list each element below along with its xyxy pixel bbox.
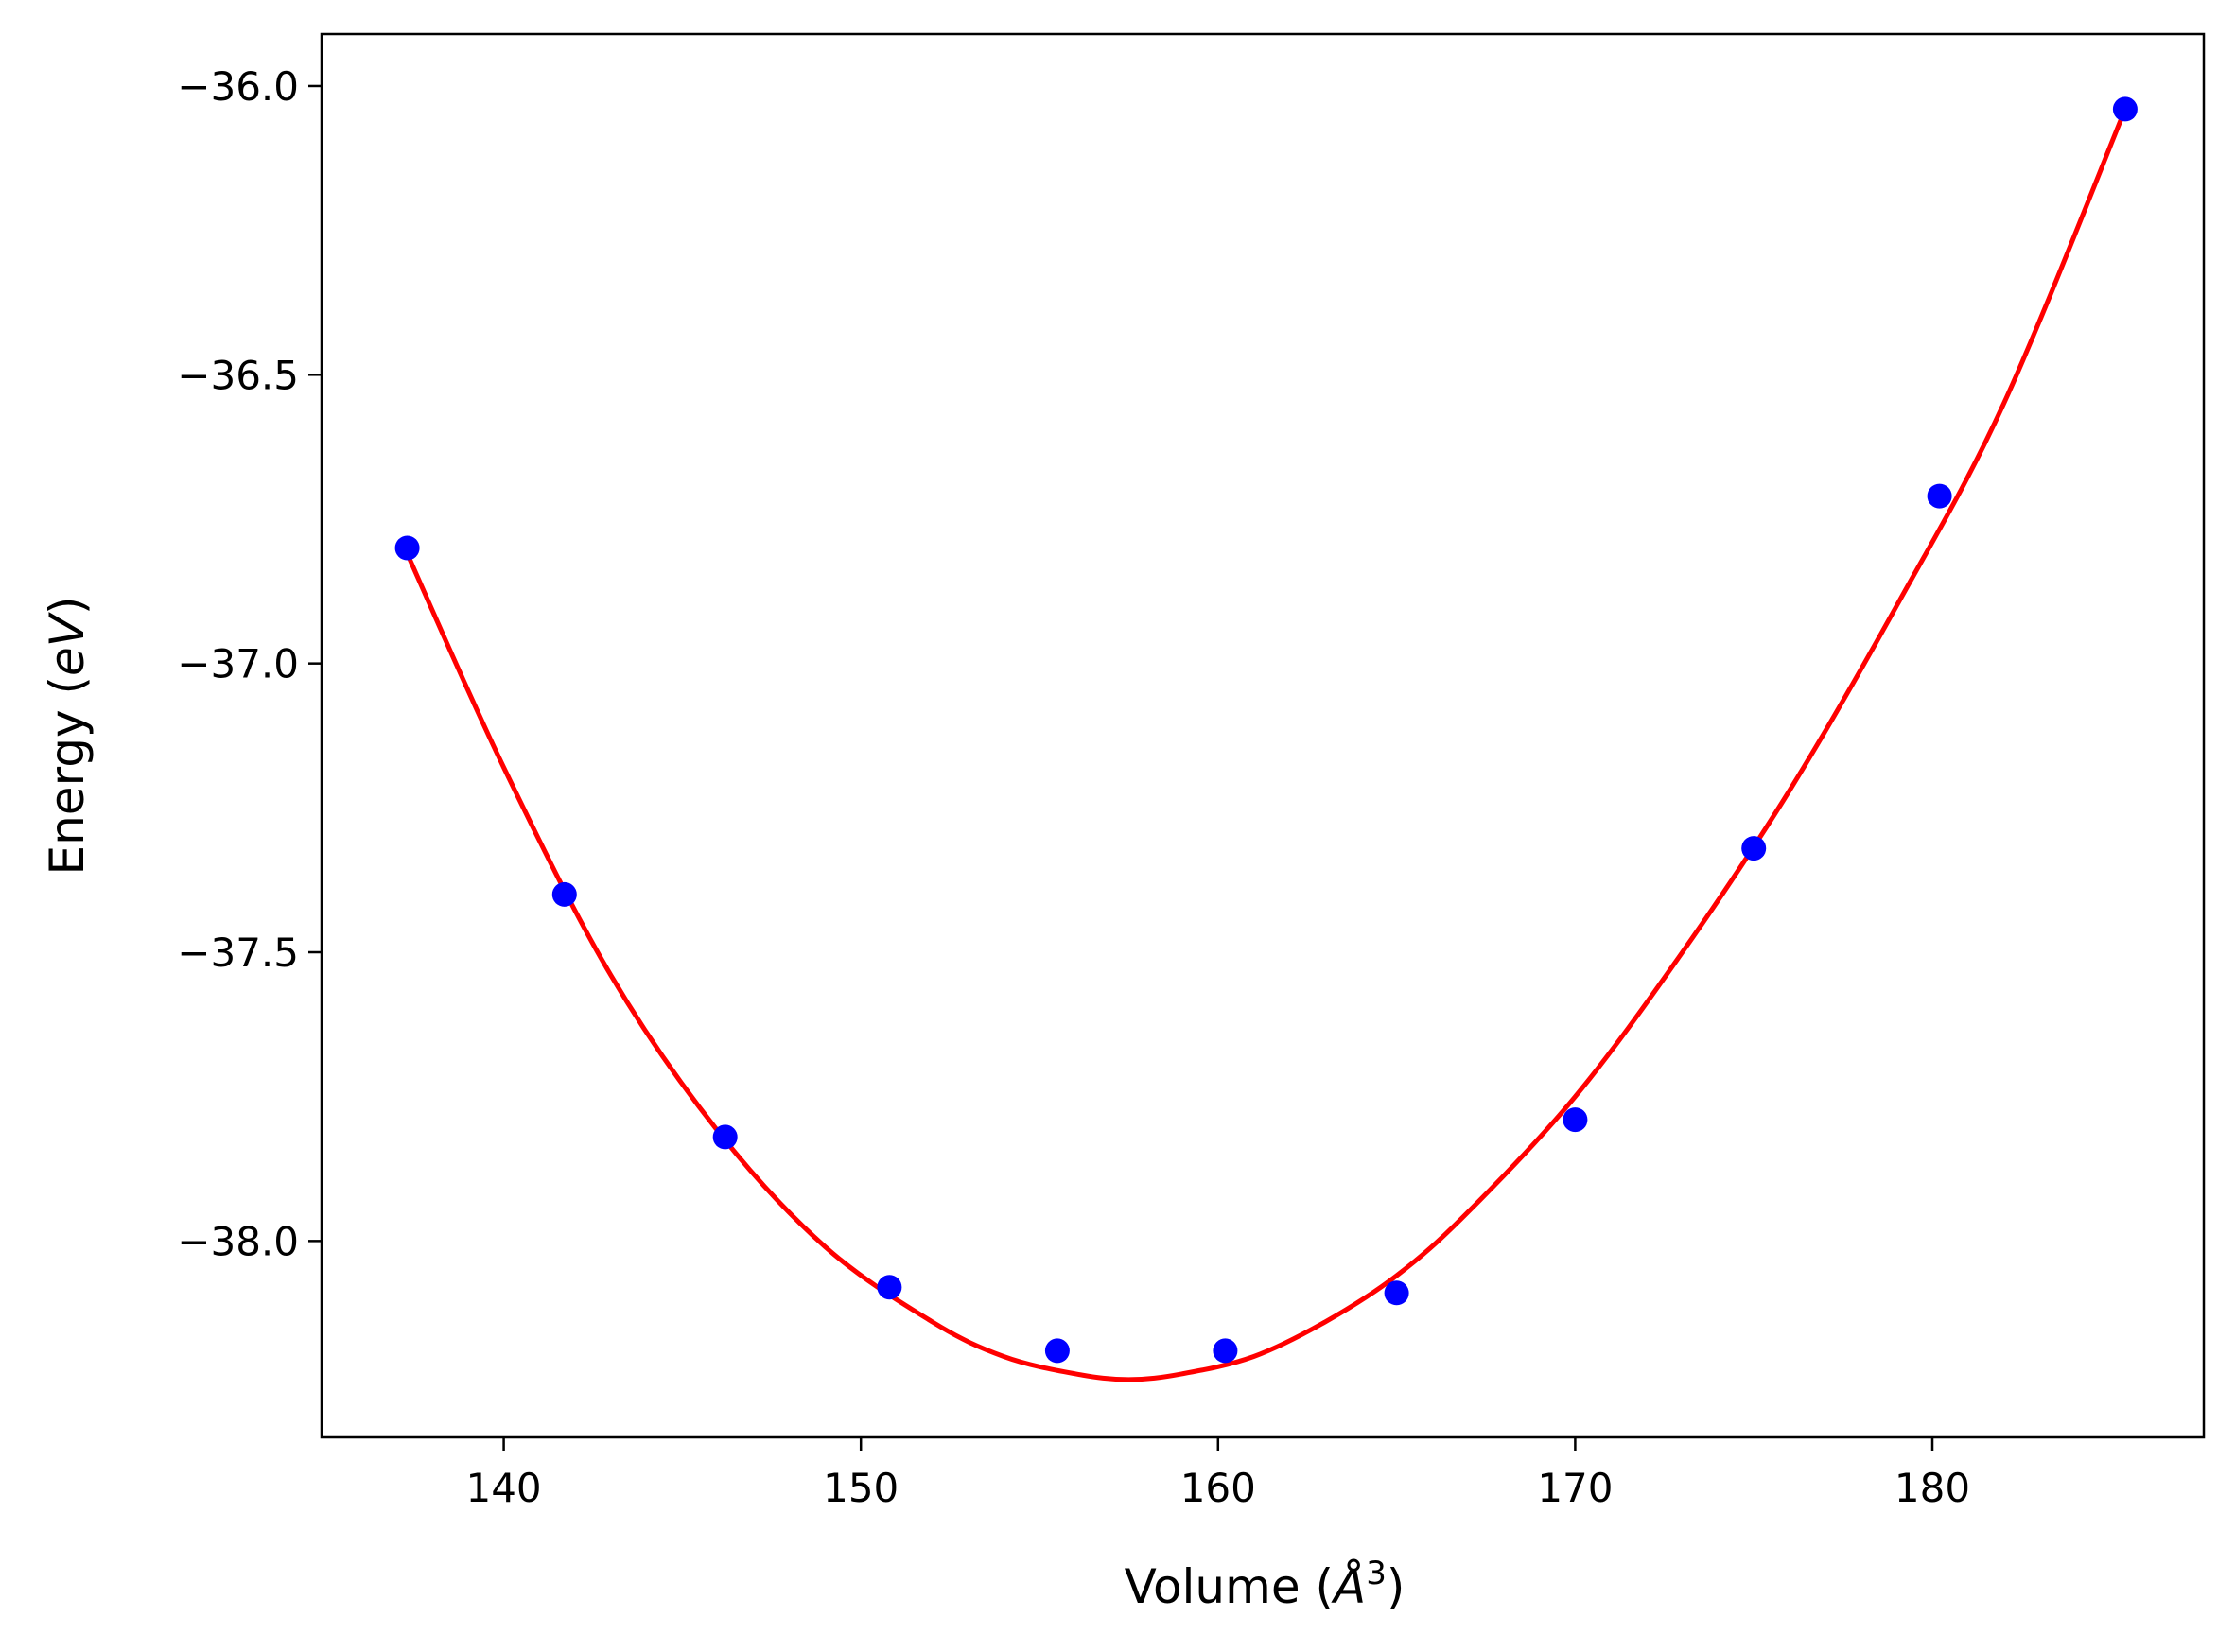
- x-axis-label-close: ): [1387, 1559, 1406, 1614]
- x-axis-label: Volume (Å3): [1125, 1555, 1406, 1614]
- data-point: [1741, 836, 1767, 861]
- y-tick-label: −36.0: [177, 63, 299, 110]
- data-point: [1044, 1338, 1070, 1364]
- data-point: [1213, 1338, 1238, 1364]
- data-point: [394, 535, 420, 561]
- plot-area: [394, 96, 2138, 1382]
- data-point: [1563, 1107, 1588, 1133]
- y-tick-label: −37.5: [177, 930, 299, 976]
- y-tick-label: −36.5: [177, 352, 299, 398]
- x-axis-label-sup: 3: [1366, 1555, 1387, 1592]
- x-tick-label: 140: [465, 1465, 541, 1511]
- data-point: [712, 1124, 738, 1150]
- x-tick-label: 170: [1537, 1465, 1613, 1511]
- y-axis-label: Energy (eV): [40, 597, 95, 876]
- data-point: [2112, 96, 2138, 122]
- y-tick-label: −38.0: [177, 1218, 299, 1264]
- x-tick-label: 180: [1895, 1465, 1970, 1511]
- y-axis-label-unit: eV: [40, 611, 95, 676]
- data-point: [1927, 483, 1952, 509]
- y-axis-label-close: ): [40, 597, 95, 616]
- y-axis-ticks: −38.0 −37.5 −37.0 −36.5 −36.0: [177, 63, 322, 1264]
- data-point: [877, 1275, 902, 1300]
- fit-curve-line: [405, 108, 2128, 1382]
- x-tick-label: 150: [823, 1465, 899, 1511]
- data-point: [551, 881, 577, 907]
- x-axis-label-main: Volume (: [1125, 1559, 1334, 1614]
- y-tick-label: −37.0: [177, 641, 299, 687]
- data-point: [1384, 1280, 1409, 1306]
- x-tick-label: 160: [1180, 1465, 1256, 1511]
- x-axis-ticks: 140 150 160 170 180: [465, 1437, 1970, 1511]
- axes-frame: [320, 32, 2206, 1439]
- x-axis-label-unit: Å: [1331, 1559, 1366, 1614]
- y-axis-label-main: Energy (: [40, 676, 95, 875]
